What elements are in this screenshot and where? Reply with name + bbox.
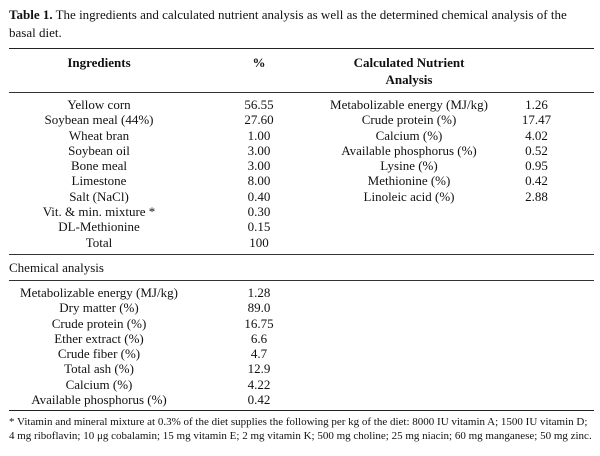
- empty-cell: [329, 300, 489, 315]
- empty-cell: [489, 316, 584, 331]
- chemical-analysis-name: Crude fiber (%): [57, 346, 141, 362]
- calculated-nutrient-value: 0.52: [525, 142, 548, 158]
- empty-cell: [329, 219, 489, 234]
- ingredient-name: Limestone: [71, 173, 127, 189]
- caption-label: Table 1.: [9, 7, 53, 22]
- empty-cell: [489, 346, 584, 361]
- chemical-analysis-value: 6.6: [250, 330, 268, 346]
- table-footnote: * Vitamin and mineral mixture at 0.3% of…: [9, 416, 592, 443]
- calculated-nutrient-value: 0.42: [525, 173, 548, 189]
- ingredient-name: DL-Methionine: [58, 219, 140, 235]
- header-calculated-value: [489, 49, 584, 92]
- calculated-nutrient-name: Linoleic acid (%): [363, 188, 455, 204]
- ingredient-percent: 8.00: [247, 173, 271, 189]
- empty-cell: [329, 361, 489, 376]
- ingredient-percent: 0.15: [247, 219, 271, 235]
- ingredient-name: Yellow corn: [67, 97, 131, 112]
- empty-cell: [489, 377, 584, 392]
- ingredient-percent: 3.00: [247, 158, 271, 174]
- bottom-rule: [9, 410, 594, 412]
- ingredient-name: Vit. & min. mixture *: [42, 204, 156, 220]
- chemical-analysis-name: Crude protein (%): [51, 315, 147, 331]
- empty-cell: [329, 331, 489, 346]
- chemical-analysis-name: Metabolizable energy (MJ/kg): [20, 284, 178, 300]
- calculated-nutrient-value: 17.47: [521, 112, 552, 128]
- ingredient-percent: 27.60: [244, 112, 274, 128]
- header-calculated-analysis: Calculated Nutrient Analysis: [353, 55, 465, 87]
- header-rule: [9, 92, 594, 93]
- calculated-nutrient-name: Metabolizable energy (MJ/kg): [330, 97, 488, 112]
- empty-cell: [489, 331, 584, 346]
- ingredient-name: Bone meal: [71, 158, 127, 174]
- calculated-nutrient-value: 2.88: [525, 188, 548, 204]
- chemical-analysis-name: Available phosphorus (%): [31, 392, 167, 408]
- header-percent: %: [252, 55, 266, 70]
- ingredient-percent: 1.00: [247, 127, 271, 143]
- empty-cell: [329, 346, 489, 361]
- chemical-analysis-value: 4.22: [247, 376, 271, 392]
- chemical-analysis-name: Dry matter (%): [59, 300, 139, 316]
- calculated-nutrient-name: Crude protein (%): [361, 112, 457, 128]
- empty-cell: [489, 361, 584, 376]
- ingredient-name: Soybean meal (44%): [44, 112, 154, 128]
- ingredient-percent: 56.55: [244, 97, 274, 112]
- empty-cell: [329, 235, 489, 250]
- ingredient-percent: 3.00: [247, 142, 271, 158]
- ingredient-percent: 0.40: [247, 188, 271, 204]
- chemical-analysis-value: 0.42: [247, 392, 271, 408]
- empty-cell: [489, 300, 584, 315]
- chemical-analysis-value: 4.7: [250, 346, 268, 362]
- empty-cell: [489, 392, 584, 407]
- empty-cell: [329, 377, 489, 392]
- calculated-nutrient-name: Calcium (%): [375, 127, 443, 143]
- section-rule: [9, 253, 594, 255]
- empty-cell: [489, 204, 584, 219]
- chemical-analysis-value: 16.75: [244, 315, 274, 331]
- chemical-analysis-table-body: Metabolizable energy (MJ/kg) 1.28 Dry matt…: [9, 281, 594, 410]
- empty-cell: [489, 235, 584, 250]
- chemical-title-rule: [9, 279, 594, 281]
- calculated-nutrient-value: 1.26: [525, 97, 548, 112]
- chemical-analysis-name: Total ash (%): [64, 361, 134, 377]
- ingredient-percent: 100: [249, 234, 269, 250]
- empty-cell: [489, 285, 584, 300]
- table-caption: Table 1. The ingredients and calculated …: [9, 6, 594, 42]
- ingredients-table-body: Yellow corn 56.55 Metabolizable energy (MJ…: [9, 93, 594, 254]
- empty-cell: [489, 219, 584, 234]
- ingredient-name: Total: [85, 234, 113, 250]
- chemical-analysis-title: Chemical analysis: [9, 259, 104, 275]
- top-rule: [9, 48, 594, 49]
- chemical-analysis-value: 89.0: [247, 300, 271, 316]
- calculated-nutrient-value: 4.02: [525, 127, 548, 143]
- caption-text: The ingredients and calculated nutrient …: [9, 7, 567, 40]
- ingredient-name: Wheat bran: [68, 127, 130, 143]
- chemical-analysis-value: 1.28: [247, 284, 271, 300]
- chemical-analysis-name: Ether extract (%): [54, 330, 144, 346]
- calculated-nutrient-value: 0.95: [525, 158, 548, 174]
- chemical-analysis-name: Calcium (%): [65, 376, 133, 392]
- table-header-row: Ingredients % Calculated Nutrient Analys…: [9, 49, 594, 92]
- chemical-analysis-value: 12.9: [247, 361, 271, 377]
- calculated-nutrient-name: Lysine (%): [380, 158, 438, 174]
- empty-cell: [329, 285, 489, 300]
- empty-cell: [329, 392, 489, 407]
- empty-cell: [329, 204, 489, 219]
- ingredient-name: Salt (NaCl): [69, 188, 129, 204]
- ingredient-percent: 0.30: [247, 204, 271, 220]
- header-ingredients: Ingredients: [67, 55, 131, 70]
- empty-cell: [329, 316, 489, 331]
- calculated-nutrient-name: Methionine (%): [367, 173, 451, 189]
- calculated-nutrient-name: Available phosphorus (%): [341, 142, 477, 158]
- ingredient-name: Soybean oil: [68, 142, 130, 158]
